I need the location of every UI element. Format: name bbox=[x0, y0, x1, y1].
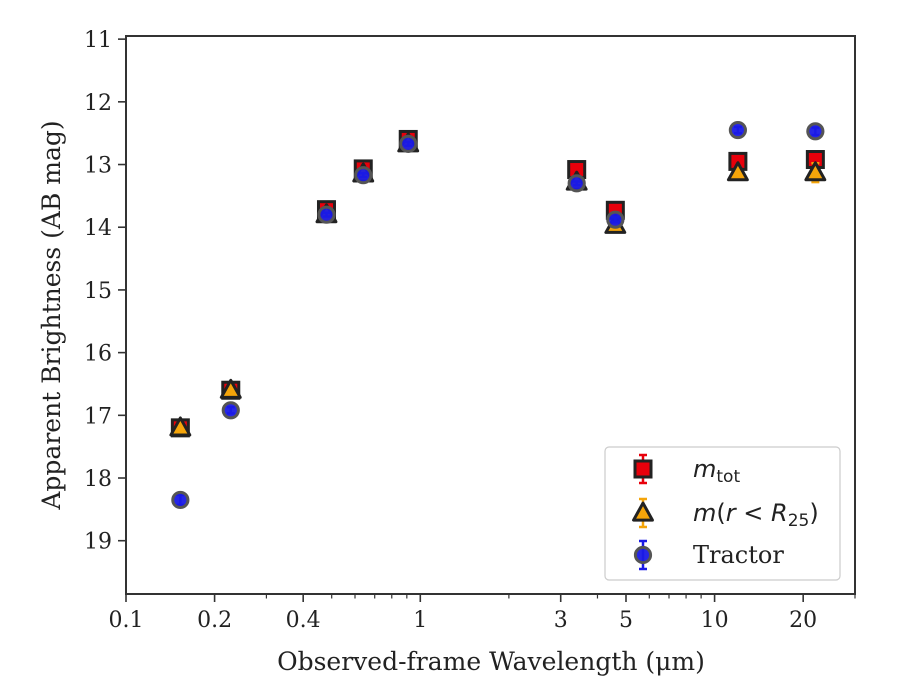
data-point-circle bbox=[171, 490, 190, 510]
data-point-triangle bbox=[726, 161, 749, 182]
data-markers bbox=[169, 120, 827, 510]
y-tick-label: 18 bbox=[84, 467, 112, 492]
data-point-circle bbox=[567, 174, 586, 193]
legend-box bbox=[604, 446, 841, 581]
data-point-circle bbox=[399, 134, 418, 153]
data-point-circle bbox=[728, 120, 747, 140]
data-point-circle bbox=[606, 210, 625, 229]
x-tick-label: 0.1 bbox=[109, 608, 144, 633]
plot-frame bbox=[125, 35, 856, 595]
y-axis: 11 12 13 14 15 16 17 18 19 bbox=[84, 28, 126, 555]
y-tick-label: 15 bbox=[84, 279, 112, 304]
y-tick-label: 14 bbox=[84, 216, 112, 241]
x-tick-label: 0.2 bbox=[197, 608, 232, 633]
legend-marker-square bbox=[633, 459, 653, 479]
plot-area bbox=[125, 35, 856, 595]
legend-label: m(r < R25) bbox=[693, 499, 819, 531]
data-point-circle bbox=[806, 122, 825, 141]
series-1 bbox=[170, 129, 825, 438]
data-point-circle bbox=[317, 205, 336, 224]
x-tick-label: 1 bbox=[413, 608, 427, 633]
y-tick-label: 17 bbox=[84, 404, 112, 429]
data-point-circle bbox=[221, 401, 240, 420]
y-tick-label: 13 bbox=[84, 154, 112, 179]
x-tick-label: 5 bbox=[619, 608, 633, 633]
x-axis: 0.1 0.2 0.4 1 3 5 10 20 bbox=[109, 594, 856, 633]
legend-entries: mtot m(r < R25) Tractor bbox=[632, 453, 819, 571]
x-tick-label: 20 bbox=[789, 608, 817, 633]
legend-marker-triangle bbox=[632, 501, 654, 522]
legend-label: Tractor bbox=[693, 541, 784, 569]
y-tick-label: 19 bbox=[84, 530, 112, 555]
data-point-triangle bbox=[169, 416, 192, 437]
legend: mtot m(r < R25) Tractor bbox=[604, 446, 841, 581]
series-3 bbox=[171, 120, 825, 510]
y-tick-label: 12 bbox=[84, 91, 112, 116]
x-tick-label: 3 bbox=[554, 608, 568, 633]
legend-marker-circle bbox=[633, 545, 653, 565]
legend-label: mtot bbox=[693, 455, 740, 487]
x-tick-label: 0.4 bbox=[286, 608, 321, 633]
data-point-triangle bbox=[219, 378, 242, 399]
data-point-circle bbox=[354, 166, 373, 185]
y-tick-label: 16 bbox=[84, 342, 112, 367]
x-tick-label: 10 bbox=[701, 608, 729, 633]
y-tick-label: 11 bbox=[84, 28, 112, 53]
x-axis-label: Observed-frame Wavelength (μm) bbox=[277, 647, 705, 676]
y-axis-label: Apparent Brightness (AB mag) bbox=[37, 120, 66, 510]
series-2 bbox=[169, 132, 827, 437]
data-point-triangle bbox=[804, 161, 827, 182]
